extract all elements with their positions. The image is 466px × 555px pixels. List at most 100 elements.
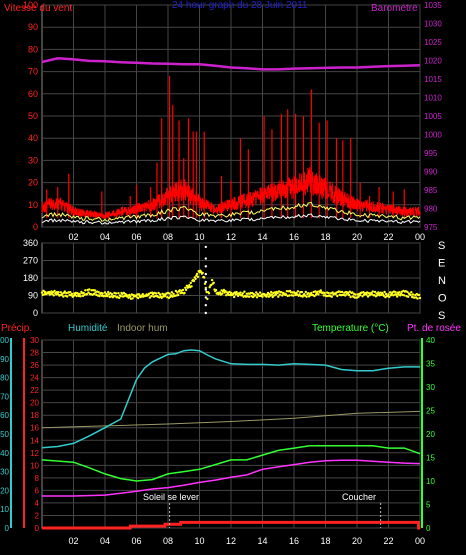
humidity-tick-label: 18: [30, 411, 39, 420]
direction-point: [196, 275, 200, 278]
humidity-tick-label: 10: [30, 461, 39, 470]
direction-point: [57, 291, 60, 294]
humidity-tick-label: 6: [35, 486, 40, 495]
humidity-tick-label: 2: [35, 511, 40, 520]
weather-x-tick-label: 14: [257, 536, 267, 546]
humidity-legend: Humidité: [68, 323, 108, 334]
wind-x-tick-label: 22: [383, 232, 393, 242]
barometer-tick-label: 1020: [424, 57, 442, 66]
wind-x-tick-label: 14: [257, 232, 267, 242]
direction-point: [69, 291, 72, 294]
direction-point: [365, 293, 368, 296]
direction-point: [206, 297, 209, 301]
direction-point: [135, 295, 138, 298]
direction-point: [271, 295, 274, 299]
precip-axis-ticks: 0 10 20 30 40 50 60 70 80 90 100: [0, 336, 10, 533]
barometer-tick-label: 1010: [424, 94, 442, 103]
humidity-tick-label: 22: [30, 386, 39, 395]
precip-tick-label: 100: [0, 336, 10, 345]
barometer-axis-label: Barometre: [371, 3, 418, 14]
wind-tick-label: 70: [28, 67, 38, 77]
wind-x-tick-label: 10: [194, 232, 204, 242]
direction-point: [255, 296, 259, 299]
direction-point: [371, 290, 374, 293]
precip-tick-label: 10: [0, 505, 9, 514]
direction-point: [229, 291, 233, 295]
direction-point: [336, 294, 339, 298]
direction-point: [157, 291, 160, 295]
wind-min-line: [41, 213, 421, 225]
barometer-line: [41, 57, 421, 71]
direction-point: [233, 295, 236, 299]
sunrise-label: Soleil se lever: [143, 492, 199, 502]
direction-point: [168, 292, 171, 295]
direction-tick-label: 0: [33, 308, 38, 318]
direction-point: [270, 293, 274, 296]
temperature-legend: Temperature (°C): [312, 323, 389, 334]
direction-point: [388, 295, 391, 299]
direction-point: [184, 288, 188, 292]
precip-legend: Précip.: [1, 323, 32, 334]
direction-point: [155, 292, 158, 295]
direction-point: [174, 289, 178, 293]
direction-point: [255, 291, 258, 294]
direction-point: [395, 293, 398, 296]
weather-x-tick-label: 02: [68, 536, 78, 546]
direction-point: [119, 295, 123, 298]
wind-x-tick-label: 04: [100, 232, 110, 242]
direction-point: [93, 289, 97, 292]
direction-point: [373, 290, 377, 294]
direction-point: [82, 291, 85, 295]
precipitation-line: [42, 520, 421, 530]
direction-point: [204, 257, 207, 260]
direction-point: [53, 289, 56, 293]
direction-point: [243, 290, 246, 293]
direction-point: [204, 311, 207, 315]
direction-point: [317, 293, 320, 296]
direction-point: [236, 294, 240, 298]
direction-point: [192, 279, 196, 283]
direction-point: [190, 285, 193, 288]
direction-point: [176, 291, 179, 294]
barometer-tick-label: 980: [424, 205, 438, 214]
direction-point: [172, 292, 175, 296]
weather-x-tick-label: 18: [320, 536, 330, 546]
direction-point: [241, 292, 244, 295]
direction-point: [258, 291, 262, 294]
wind-panel-x-ticks: 02 04 06 08 10 12 14 16 18 20 22 00: [68, 232, 425, 242]
direction-point: [114, 292, 118, 295]
direction-point: [323, 291, 326, 295]
direction-point: [224, 289, 227, 293]
direction-point: [212, 281, 215, 284]
direction-point: [266, 293, 269, 296]
temperature-tick-label: 30: [426, 383, 435, 392]
direction-point: [298, 293, 301, 296]
direction-point: [185, 284, 189, 287]
direction-point: [409, 293, 412, 297]
direction-point: [292, 294, 295, 297]
direction-point: [204, 280, 207, 284]
temperature-tick-label: 25: [426, 407, 435, 416]
direction-point: [207, 292, 211, 295]
direction-point: [52, 294, 55, 297]
wind-tick-label: 10: [28, 200, 38, 210]
humidity-tick-label: 4: [35, 499, 40, 508]
direction-point: [398, 291, 401, 294]
weather-x-tick-label: 04: [100, 536, 110, 546]
direction-point: [281, 294, 284, 297]
direction-point: [40, 291, 44, 294]
direction-point: [107, 290, 110, 294]
wind-tick-label: 50: [28, 111, 38, 121]
direction-axis-ticks: 0 90 180 270 360: [23, 238, 38, 318]
wind-axis-ticks: 0 10 20 30 40 50 60 70 80 90 100: [23, 0, 38, 232]
direction-point: [51, 291, 55, 294]
humidity-tick-label: 0: [35, 524, 40, 533]
wind-x-tick-label: 12: [226, 232, 236, 242]
temperature-tick-label: 5: [426, 501, 431, 510]
direction-tick-label: 270: [23, 256, 38, 266]
humidity-line: [41, 349, 420, 449]
direction-point: [274, 293, 278, 296]
direction-point: [218, 291, 222, 294]
direction-panel-series: [40, 245, 422, 315]
